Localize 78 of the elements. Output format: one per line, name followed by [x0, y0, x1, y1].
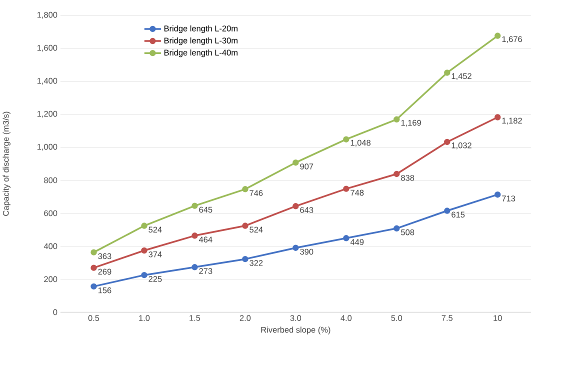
data-label: 524 [250, 226, 263, 233]
data-label: 363 [98, 253, 112, 260]
point [494, 32, 501, 39]
data-label: 269 [98, 268, 112, 275]
y-tick-label: 1,400 [37, 78, 58, 85]
data-label: 464 [198, 236, 212, 242]
data-label: 390 [300, 248, 314, 255]
point [343, 186, 350, 192]
data-label: 273 [199, 268, 212, 274]
data-label: 748 [350, 190, 364, 196]
x-axis-title: Riverbed slope (%) [261, 326, 330, 334]
data-label: 524 [148, 226, 162, 233]
point [192, 232, 198, 239]
point [192, 264, 198, 270]
point [90, 249, 97, 256]
legend-label: Bridge length L-40m [164, 49, 238, 58]
data-label: 1,169 [401, 120, 421, 127]
point [444, 208, 450, 214]
point [494, 191, 501, 198]
x-tick-label: 5.0 [391, 315, 402, 321]
data-label: 838 [401, 174, 414, 181]
data-label: 907 [300, 164, 314, 170]
data-label: 713 [502, 196, 516, 202]
point [444, 138, 450, 146]
y-tick-label: 400 [44, 243, 58, 250]
point [90, 283, 97, 290]
data-label: 374 [148, 251, 162, 258]
x-tick-label: 4.0 [340, 315, 352, 321]
data-label: 449 [350, 239, 364, 245]
x-tick-label: 7.5 [442, 315, 453, 321]
y-tick-label: 1,000 [37, 144, 58, 151]
data-label: 1,452 [452, 73, 472, 80]
point [343, 136, 350, 142]
point [242, 222, 248, 229]
point [394, 170, 400, 178]
point [343, 235, 350, 242]
point [394, 225, 400, 232]
y-tick-label: 200 [44, 276, 58, 282]
y-tick-label: 1,800 [37, 12, 58, 19]
data-label: 1,182 [502, 118, 522, 125]
data-label: 322 [250, 260, 263, 266]
legend-label: Bridge length L-20m [164, 25, 238, 34]
point [141, 272, 148, 278]
x-tick-label: 1.0 [139, 315, 150, 321]
point [141, 222, 148, 229]
y-axis-title: Capacity of discharge (m3/s) [2, 112, 10, 216]
point [141, 247, 148, 254]
y-tick-label: 800 [44, 177, 58, 184]
point [242, 256, 248, 262]
y-tick-label: 0 [53, 309, 58, 316]
data-label: 225 [148, 276, 162, 282]
data-label: 1,676 [502, 36, 522, 44]
point [242, 186, 248, 192]
y-tick-label: 600 [44, 210, 58, 216]
point [192, 202, 198, 209]
point [394, 116, 400, 122]
data-label: 508 [401, 229, 414, 236]
point [292, 159, 299, 166]
point [90, 264, 97, 271]
data-label: 645 [199, 206, 212, 213]
x-tick-label: 0.5 [88, 315, 100, 321]
point [444, 70, 450, 76]
data-label: 643 [300, 207, 314, 213]
point [292, 244, 299, 251]
data-label: 1,032 [452, 142, 472, 150]
y-tick-label: 1,200 [37, 110, 58, 118]
point [292, 203, 299, 210]
x-tick-label: 2.0 [240, 315, 251, 321]
x-tick-label: 1.5 [190, 315, 200, 321]
y-tick-label: 1,600 [37, 44, 58, 52]
legend-label: Bridge length L-30m [164, 37, 238, 46]
point [494, 114, 501, 120]
data-label: 746 [250, 190, 263, 196]
x-tick-label: 3.0 [290, 315, 302, 321]
x-tick-label: 10 [494, 315, 502, 321]
data-label: 1,048 [350, 140, 371, 147]
data-label: 615 [452, 212, 465, 218]
data-label: 156 [98, 287, 112, 294]
